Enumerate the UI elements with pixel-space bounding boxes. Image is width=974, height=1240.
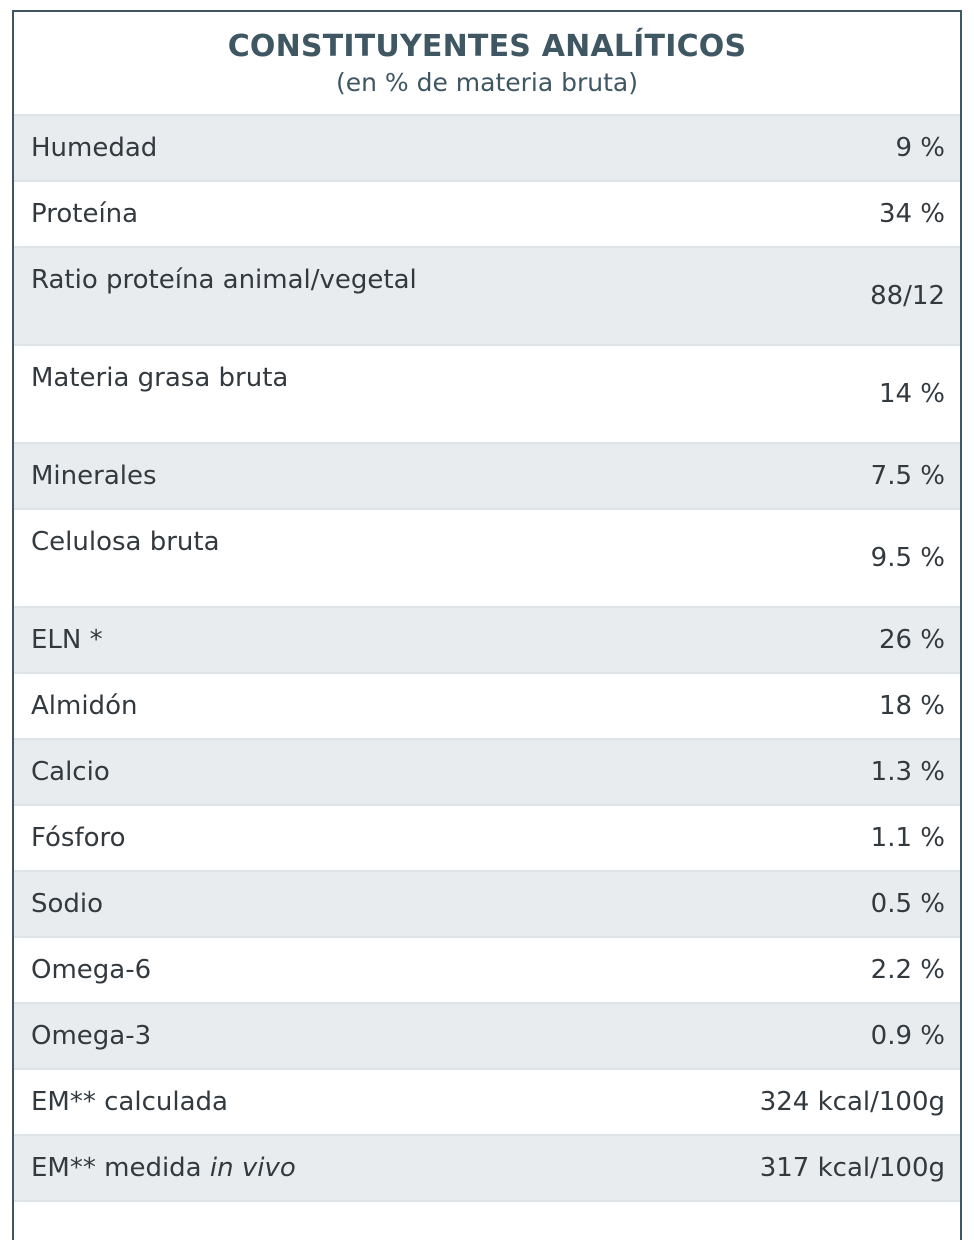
table-title: CONSTITUYENTES ANALÍTICOS xyxy=(227,29,747,64)
table-row-eln: ELN * 26 % xyxy=(14,608,960,674)
table-row-omega-3: Omega-3 0.9 % xyxy=(14,1004,960,1070)
row-label: Sodio xyxy=(31,889,104,919)
table-header: CONSTITUYENTES ANALÍTICOS (en % de mater… xyxy=(14,12,960,116)
row-label: Omega-3 xyxy=(31,1021,152,1051)
row-label: Celulosa bruta xyxy=(31,527,220,557)
row-value: 2.2 % xyxy=(870,955,945,985)
row-value: 0.9 % xyxy=(870,1021,945,1051)
table-row-em-calculada: EM** calculada 324 kcal/100g xyxy=(14,1070,960,1136)
row-value: 18 % xyxy=(878,691,945,721)
row-label: Fósforo xyxy=(31,823,126,853)
table-row-almidon: Almidón 18 % xyxy=(14,674,960,740)
row-value: 317 kcal/100g xyxy=(759,1153,945,1183)
row-label: Almidón xyxy=(31,691,138,721)
table-row-calcio: Calcio 1.3 % xyxy=(14,740,960,806)
row-value: 7.5 % xyxy=(870,461,945,491)
row-label: Materia grasa bruta xyxy=(31,363,289,393)
row-label: Minerales xyxy=(31,461,157,491)
table-row-minerales: Minerales 7.5 % xyxy=(14,444,960,510)
analytical-constituents-table: CONSTITUYENTES ANALÍTICOS (en % de mater… xyxy=(12,10,962,1240)
row-label-italic: in vivo xyxy=(209,1153,296,1183)
row-value: 324 kcal/100g xyxy=(759,1087,945,1117)
row-value: 34 % xyxy=(878,199,945,229)
table-row-proteina: Proteína 34 % xyxy=(14,182,960,248)
row-label: ELN * xyxy=(31,625,103,655)
row-value: 1.1 % xyxy=(870,823,945,853)
row-label: Calcio xyxy=(31,757,110,787)
table-subtitle: (en % de materia bruta) xyxy=(335,68,639,97)
table-row-humedad: Humedad 9 % xyxy=(14,116,960,182)
table-row-omega-6: Omega-6 2.2 % xyxy=(14,938,960,1004)
row-label-text: EM** medida xyxy=(31,1153,210,1183)
table-row-em-medida: EM** medida in vivo 317 kcal/100g xyxy=(14,1136,960,1202)
row-value: 9 % xyxy=(895,133,945,163)
row-value: 26 % xyxy=(878,625,945,655)
row-value: 1.3 % xyxy=(870,757,945,787)
row-label: Ratio proteína animal/vegetal xyxy=(31,265,417,295)
row-label: Proteína xyxy=(31,199,139,229)
table-body: Humedad 9 % Proteína 34 % Ratio proteína… xyxy=(14,116,960,1202)
row-label: EM** medida in vivo xyxy=(31,1152,296,1184)
table-row-celulosa: Celulosa bruta 9.5 % xyxy=(14,510,960,608)
row-label: EM** calculada xyxy=(31,1087,228,1117)
table-row-sodio: Sodio 0.5 % xyxy=(14,872,960,938)
row-value: 14 % xyxy=(878,379,945,409)
row-label: Humedad xyxy=(31,133,158,163)
table-row-materia-grasa: Materia grasa bruta 14 % xyxy=(14,346,960,444)
row-value: 88/12 xyxy=(870,281,945,311)
row-label: Omega-6 xyxy=(31,955,152,985)
row-value: 0.5 % xyxy=(870,889,945,919)
table-row-fosforo: Fósforo 1.1 % xyxy=(14,806,960,872)
table-row-ratio-proteina: Ratio proteína animal/vegetal 88/12 xyxy=(14,248,960,346)
row-value: 9.5 % xyxy=(870,543,945,573)
